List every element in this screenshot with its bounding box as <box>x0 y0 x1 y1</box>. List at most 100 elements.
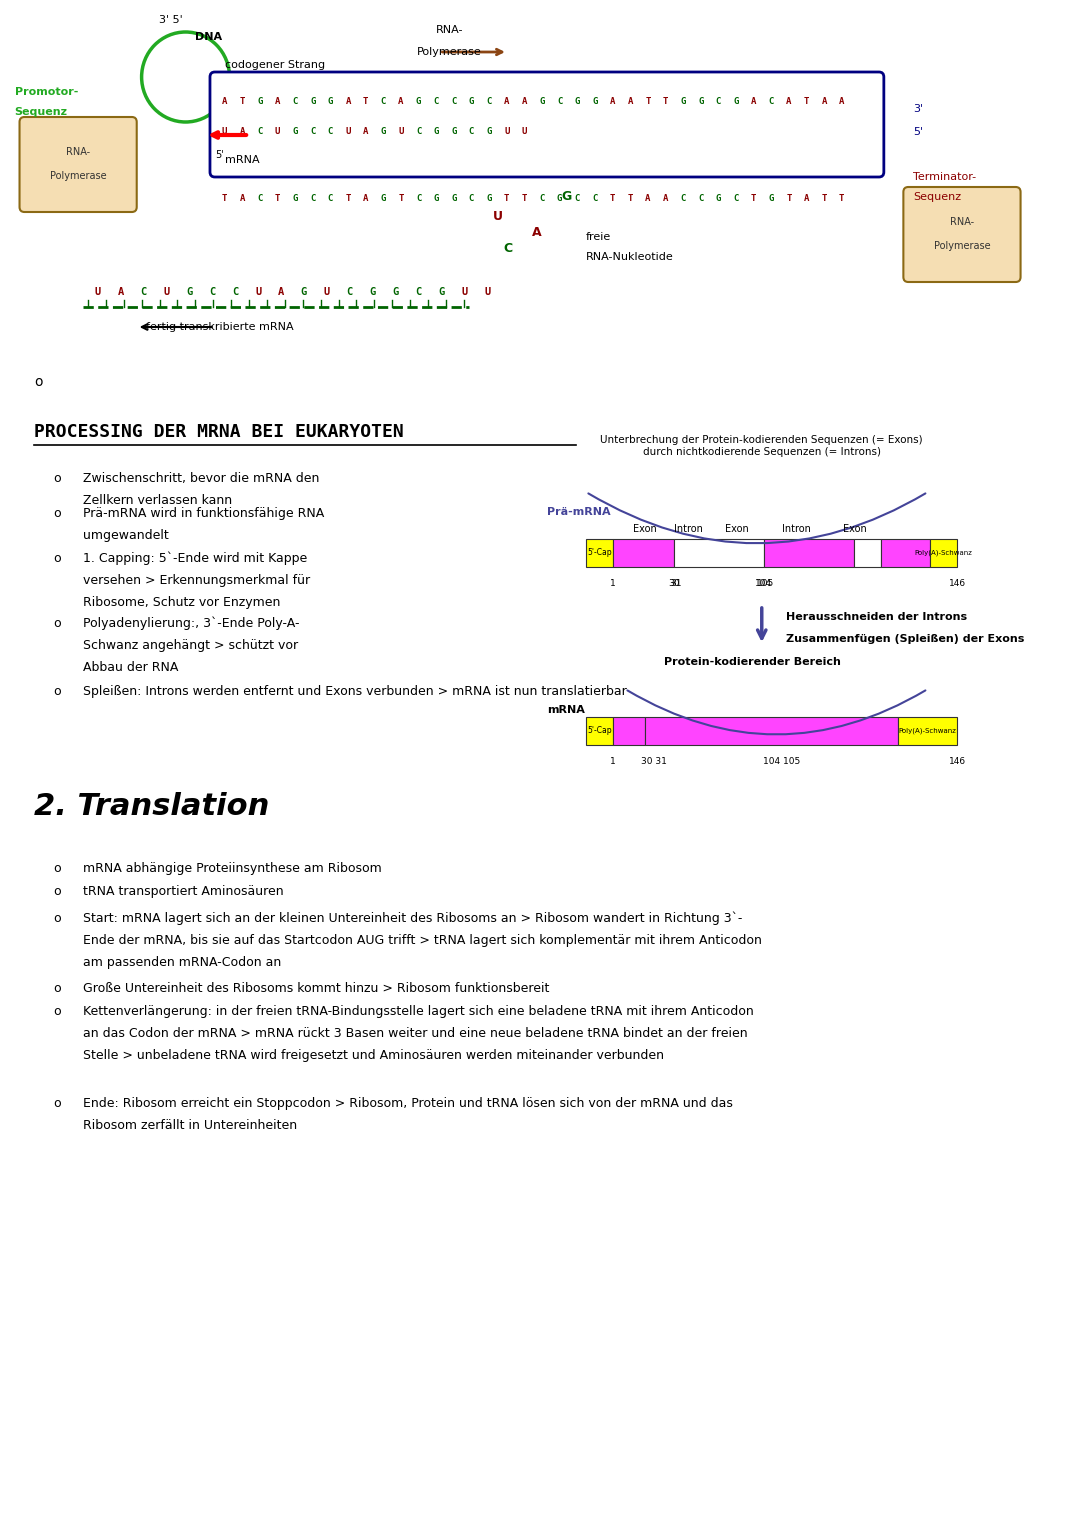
Text: o: o <box>54 1096 62 1110</box>
Text: C: C <box>310 127 315 136</box>
Text: U: U <box>95 287 100 296</box>
Text: 2. Translation: 2. Translation <box>35 793 270 822</box>
Text: A: A <box>627 98 633 107</box>
Text: U: U <box>221 127 227 136</box>
Text: C: C <box>416 127 421 136</box>
Text: Terminator-: Terminator- <box>914 173 976 182</box>
Text: T: T <box>804 98 809 107</box>
Text: Ribosome, Schutz vor Enzymen: Ribosome, Schutz vor Enzymen <box>83 596 281 609</box>
Text: A: A <box>274 98 280 107</box>
Text: T: T <box>786 194 792 203</box>
Text: G: G <box>486 194 491 203</box>
Text: U: U <box>346 127 351 136</box>
Text: A: A <box>822 98 827 107</box>
Text: T: T <box>274 194 280 203</box>
Text: Exon: Exon <box>726 524 750 534</box>
Text: RNA-Nukleotide: RNA-Nukleotide <box>586 252 674 263</box>
Text: G: G <box>327 98 333 107</box>
Text: G: G <box>769 194 774 203</box>
Text: Polyadenylierung:, 3`-Ende Poly-A-: Polyadenylierung:, 3`-Ende Poly-A- <box>83 617 299 631</box>
Bar <box>930 539 957 567</box>
Text: o: o <box>54 863 62 875</box>
Text: C: C <box>698 194 703 203</box>
Text: U: U <box>324 287 330 296</box>
Text: C: C <box>210 287 215 296</box>
Text: C: C <box>433 98 438 107</box>
Text: Ende der mRNA, bis sie auf das Startcodon AUG trifft > tRNA lagert sich kompleme: Ende der mRNA, bis sie auf das Startcodo… <box>83 935 761 947</box>
Bar <box>764 539 853 567</box>
Text: Poly(A)-Schwanz: Poly(A)-Schwanz <box>915 550 972 556</box>
Text: Zwischenschritt, bevor die mRNA den: Zwischenschritt, bevor die mRNA den <box>83 472 320 486</box>
Text: 31: 31 <box>670 579 681 588</box>
Text: A: A <box>240 127 245 136</box>
Text: o: o <box>54 617 62 631</box>
Text: Start: mRNA lagert sich an der kleinen Untereinheit des Ribosoms an > Ribosom wa: Start: mRNA lagert sich an der kleinen U… <box>83 912 742 925</box>
Text: Polymerase: Polymerase <box>50 171 107 182</box>
Text: 1: 1 <box>610 757 617 767</box>
Text: C: C <box>769 98 774 107</box>
Text: o: o <box>54 912 62 925</box>
Text: G: G <box>310 98 315 107</box>
Text: G: G <box>539 98 544 107</box>
Text: PROCESSING DER MRNA BEI EUKARYOTEN: PROCESSING DER MRNA BEI EUKARYOTEN <box>35 423 404 441</box>
Text: Spleißen: Introns werden entfernt und Exons verbunden > mRNA ist nun translatier: Spleißen: Introns werden entfernt und Ex… <box>83 686 626 698</box>
Text: C: C <box>575 194 580 203</box>
Text: o: o <box>54 1005 62 1019</box>
Text: Herausschneiden der Introns: Herausschneiden der Introns <box>786 612 968 621</box>
Text: T: T <box>346 194 351 203</box>
Text: G: G <box>369 287 376 296</box>
Text: codogener Strang: codogener Strang <box>225 60 325 70</box>
Text: o: o <box>54 551 62 565</box>
Text: C: C <box>733 194 739 203</box>
Text: 146: 146 <box>948 757 966 767</box>
Bar <box>899 718 957 745</box>
Text: mRNA: mRNA <box>225 156 259 165</box>
Text: C: C <box>416 287 421 296</box>
Text: C: C <box>557 98 563 107</box>
Text: G: G <box>257 98 262 107</box>
Text: G: G <box>186 287 192 296</box>
Text: T: T <box>627 194 633 203</box>
Text: A: A <box>240 194 245 203</box>
Text: A: A <box>663 194 669 203</box>
Text: C: C <box>293 98 298 107</box>
Text: Prä-mRNA wird in funktionsfähige RNA: Prä-mRNA wird in funktionsfähige RNA <box>83 507 324 521</box>
Text: G: G <box>301 287 307 296</box>
Text: Exon: Exon <box>842 524 866 534</box>
Text: T: T <box>363 98 368 107</box>
Text: Polymerase: Polymerase <box>417 47 482 56</box>
Text: 30 31: 30 31 <box>642 757 667 767</box>
Text: T: T <box>522 194 527 203</box>
Text: DNA: DNA <box>195 32 222 43</box>
Text: U: U <box>461 287 468 296</box>
Text: A: A <box>504 98 510 107</box>
Text: A: A <box>532 226 542 238</box>
Text: G: G <box>733 98 739 107</box>
Text: U: U <box>504 127 510 136</box>
Text: tRNA transportiert Aminosäuren: tRNA transportiert Aminosäuren <box>83 886 284 898</box>
Text: mRNA abhängige Proteiinsynthese am Ribosom: mRNA abhängige Proteiinsynthese am Ribos… <box>83 863 381 875</box>
Bar <box>586 718 613 745</box>
Text: T: T <box>399 194 404 203</box>
FancyBboxPatch shape <box>903 186 1021 282</box>
Text: G: G <box>680 98 686 107</box>
Text: A: A <box>363 194 368 203</box>
Text: U: U <box>522 127 527 136</box>
Text: G: G <box>433 127 438 136</box>
Text: Prä-mRNA: Prä-mRNA <box>546 507 610 518</box>
Text: mRNA: mRNA <box>546 705 584 715</box>
Text: o: o <box>35 376 43 389</box>
Text: A: A <box>645 194 650 203</box>
Text: G: G <box>592 98 597 107</box>
Text: 1: 1 <box>610 579 617 588</box>
Text: o: o <box>54 472 62 486</box>
Text: 5': 5' <box>914 127 923 137</box>
Text: 3': 3' <box>914 104 923 115</box>
Text: U: U <box>399 127 404 136</box>
Text: C: C <box>327 127 333 136</box>
Bar <box>853 539 881 567</box>
Bar <box>645 718 899 745</box>
Text: C: C <box>416 194 421 203</box>
Text: G: G <box>575 98 580 107</box>
Text: U: U <box>274 127 280 136</box>
